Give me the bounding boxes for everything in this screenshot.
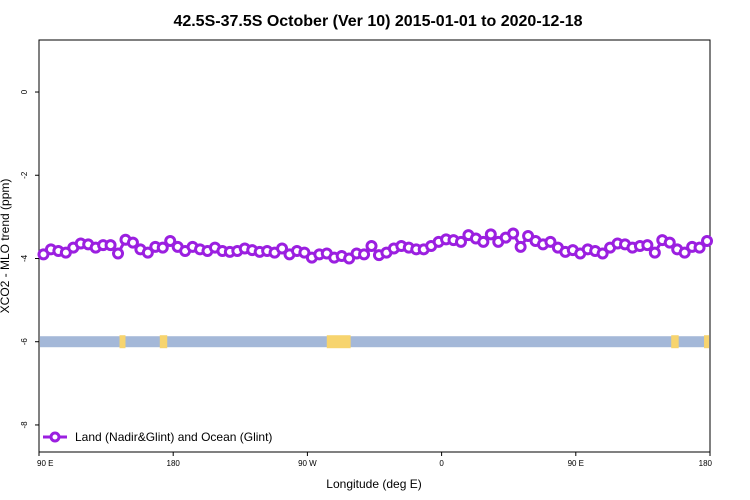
data-point bbox=[663, 236, 676, 249]
x-tick-label: 180 bbox=[167, 459, 181, 468]
land-segment bbox=[119, 335, 126, 349]
data-point bbox=[126, 236, 139, 249]
land-segment bbox=[671, 335, 679, 349]
y-tick-label: 0 bbox=[20, 89, 29, 94]
land-segment bbox=[704, 335, 709, 349]
land-segment bbox=[326, 335, 351, 349]
chart-title: 42.5S-37.5S October (Ver 10) 2015-01-01 … bbox=[173, 13, 582, 30]
x-axis-label: Longitude (deg E) bbox=[326, 477, 421, 491]
data-point bbox=[596, 247, 609, 260]
data-point bbox=[484, 228, 497, 241]
series-layer bbox=[37, 227, 714, 265]
y-tick-label: -8 bbox=[20, 421, 29, 429]
data-point bbox=[693, 241, 706, 254]
x-tick-label: 180 bbox=[699, 459, 713, 468]
data-point bbox=[641, 239, 654, 252]
data-point bbox=[276, 242, 289, 255]
x-axis: 90 E 180 90 W 0 90 E 180 bbox=[37, 452, 713, 468]
data-point bbox=[701, 235, 714, 248]
x-tick-label: 90 E bbox=[568, 459, 584, 468]
data-point bbox=[477, 235, 490, 248]
legend-label: Land (Nadir&Glint) and Ocean (Glint) bbox=[75, 430, 272, 444]
data-point bbox=[112, 247, 125, 260]
y-axis: 0 -2 -4 -6 -8 bbox=[20, 89, 39, 429]
legend-marker-swatch bbox=[49, 431, 61, 443]
x-tick-label: 90 W bbox=[298, 459, 317, 468]
data-point bbox=[164, 235, 177, 248]
y-axis-label: XCO2 - MLO trend (ppm) bbox=[0, 179, 12, 314]
y-tick-label: -6 bbox=[20, 338, 29, 346]
data-point bbox=[365, 240, 378, 252]
legend: Land (Nadir&Glint) and Ocean (Glint) bbox=[43, 430, 272, 444]
surface-band bbox=[40, 335, 709, 349]
y-tick-label: -2 bbox=[20, 171, 29, 179]
data-point bbox=[678, 246, 691, 259]
ocean-band bbox=[40, 336, 709, 348]
data-point bbox=[156, 241, 169, 254]
data-point bbox=[507, 227, 520, 240]
data-point bbox=[514, 240, 527, 253]
y-tick-label: -4 bbox=[20, 254, 29, 262]
data-point bbox=[648, 246, 661, 259]
data-point bbox=[104, 239, 117, 252]
data-point bbox=[358, 248, 371, 261]
x-tick-label: 0 bbox=[439, 459, 444, 468]
x-tick-label: 90 E bbox=[37, 459, 53, 468]
data-point bbox=[141, 246, 154, 259]
data-point bbox=[454, 235, 467, 248]
land-segment bbox=[159, 335, 168, 349]
data-point bbox=[544, 235, 557, 248]
